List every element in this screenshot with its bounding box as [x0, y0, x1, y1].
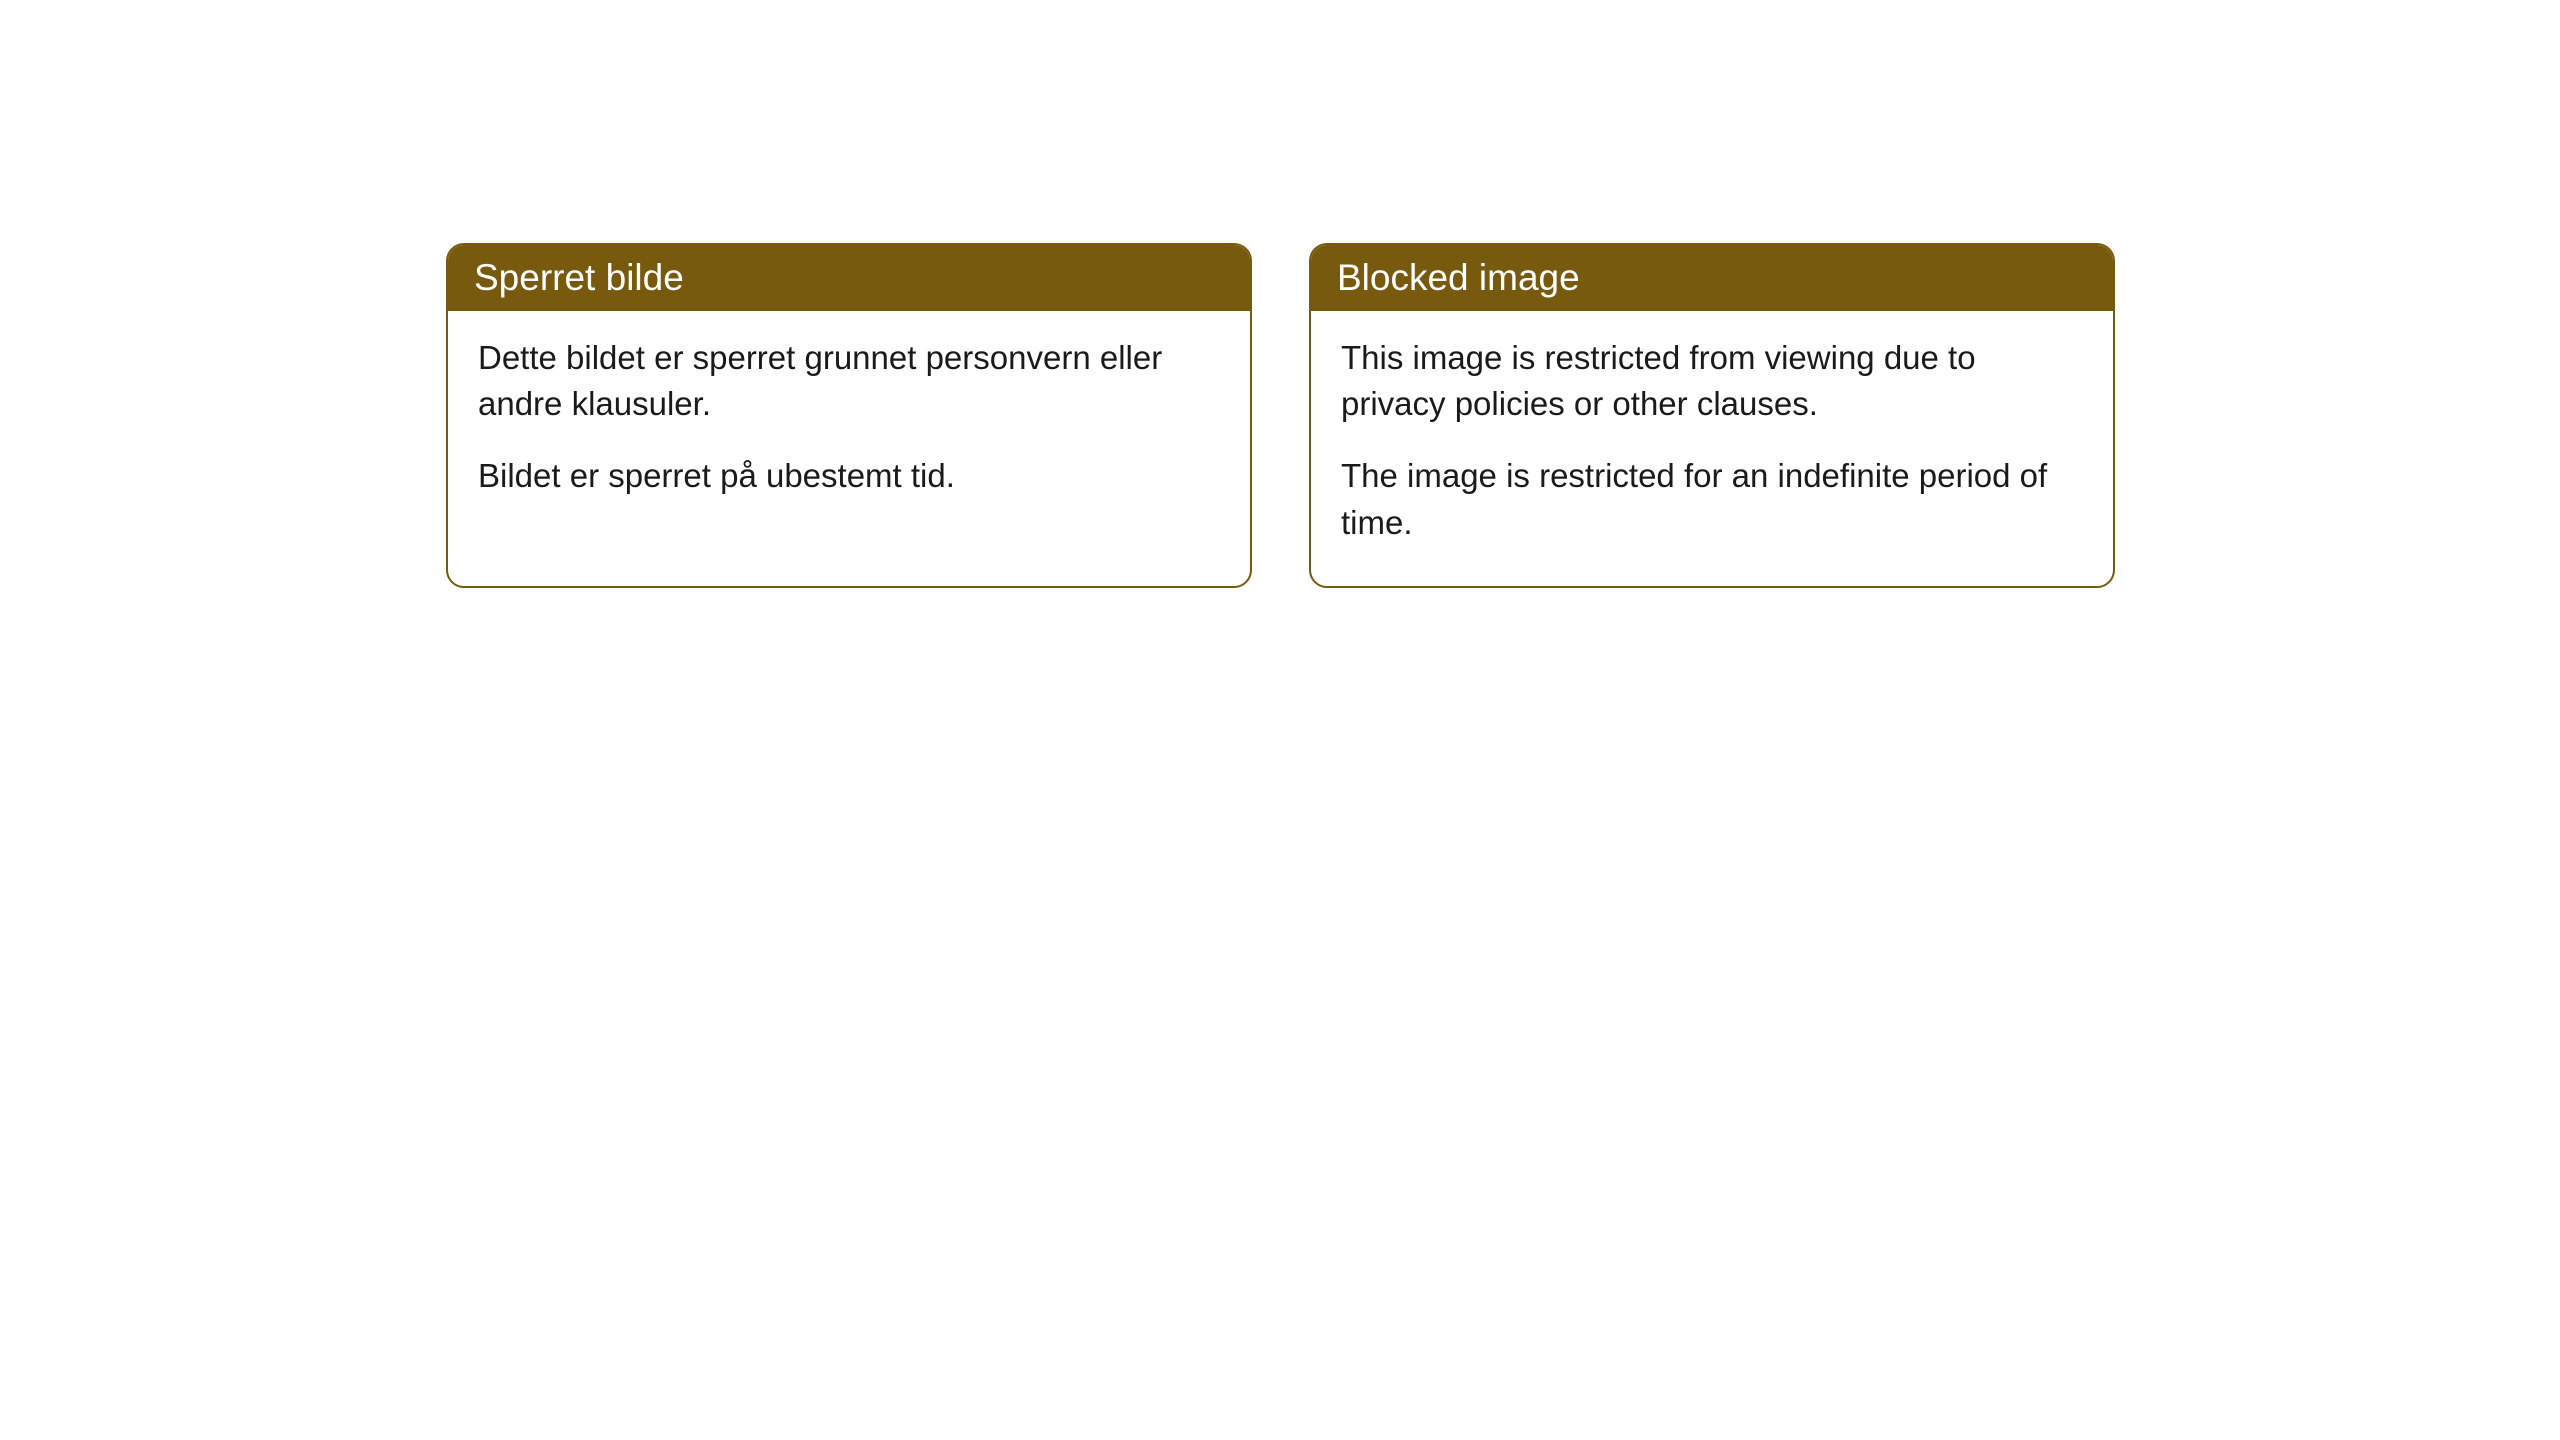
card-header-norwegian: Sperret bilde [448, 245, 1250, 311]
notice-cards-container: Sperret bilde Dette bildet er sperret gr… [446, 243, 2560, 588]
notice-card-english: Blocked image This image is restricted f… [1309, 243, 2115, 588]
card-body-english: This image is restricted from viewing du… [1311, 311, 2113, 586]
card-paragraph: This image is restricted from viewing du… [1341, 335, 2083, 427]
card-body-norwegian: Dette bildet er sperret grunnet personve… [448, 311, 1250, 540]
notice-card-norwegian: Sperret bilde Dette bildet er sperret gr… [446, 243, 1252, 588]
card-paragraph: Dette bildet er sperret grunnet personve… [478, 335, 1220, 427]
card-paragraph: The image is restricted for an indefinit… [1341, 453, 2083, 545]
card-header-english: Blocked image [1311, 245, 2113, 311]
card-paragraph: Bildet er sperret på ubestemt tid. [478, 453, 1220, 499]
